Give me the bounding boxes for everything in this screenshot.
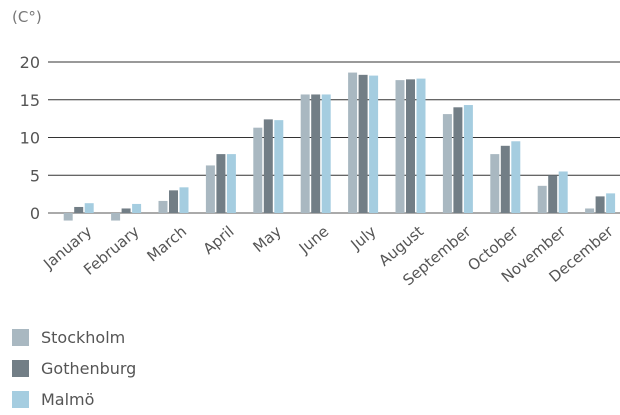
bar: [606, 193, 616, 213]
bar: [537, 185, 547, 213]
bar: [205, 165, 215, 213]
bar: [226, 154, 236, 213]
bar: [348, 72, 358, 213]
bar: [595, 196, 605, 213]
bar: [558, 171, 568, 213]
y-axis-ticks: 0 5 10 15 20: [20, 53, 40, 223]
y-unit-label: (C°): [12, 8, 42, 26]
bar: [111, 213, 121, 221]
bar: [216, 154, 226, 213]
legend-swatch: [12, 360, 29, 377]
bar: [300, 94, 310, 213]
bar: [369, 75, 379, 213]
y-tick-label: 5: [30, 166, 40, 185]
x-tick-label: April: [200, 222, 238, 258]
y-tick-label: 0: [30, 204, 40, 223]
bar: [500, 145, 510, 213]
bar: [490, 154, 500, 213]
bar: [74, 206, 84, 213]
bar: [253, 127, 263, 213]
bar: [63, 213, 73, 221]
bar: [132, 203, 142, 213]
legend-item-stockholm: Stockholm: [12, 322, 136, 353]
legend-label: Stockholm: [41, 328, 126, 347]
x-tick-label: June: [295, 222, 332, 257]
legend-item-gothenburg: Gothenburg: [12, 353, 136, 384]
bar: [548, 175, 558, 213]
bar: [416, 78, 426, 213]
x-tick-label: May: [250, 222, 285, 256]
bar: [463, 105, 473, 213]
bar: [406, 79, 415, 214]
y-tick-label: 10: [20, 129, 40, 148]
legend-swatch: [12, 329, 29, 346]
bar: [321, 94, 331, 213]
bar: [358, 74, 368, 214]
x-tick-label: March: [143, 222, 190, 265]
bar: [511, 141, 521, 213]
legend-label: Malmö: [41, 390, 95, 409]
bar: [311, 94, 321, 213]
y-tick-label: 20: [20, 53, 40, 72]
bar: [121, 208, 131, 213]
bar: [84, 203, 94, 213]
bar: [442, 114, 452, 213]
bar: [179, 187, 189, 213]
gridlines: [48, 61, 620, 214]
x-tick-label: July: [347, 222, 380, 254]
y-tick-label: 15: [20, 91, 40, 110]
legend: Stockholm Gothenburg Malmö: [12, 322, 136, 415]
bar: [158, 200, 168, 213]
bar: [263, 119, 273, 213]
bar: [585, 208, 595, 213]
bar: [169, 190, 178, 213]
bars: [63, 72, 616, 221]
legend-item-malmo: Malmö: [12, 384, 136, 415]
legend-label: Gothenburg: [41, 359, 137, 378]
bar: [274, 120, 284, 213]
bar: [395, 80, 405, 214]
legend-swatch: [12, 391, 29, 408]
bar: [453, 107, 463, 213]
